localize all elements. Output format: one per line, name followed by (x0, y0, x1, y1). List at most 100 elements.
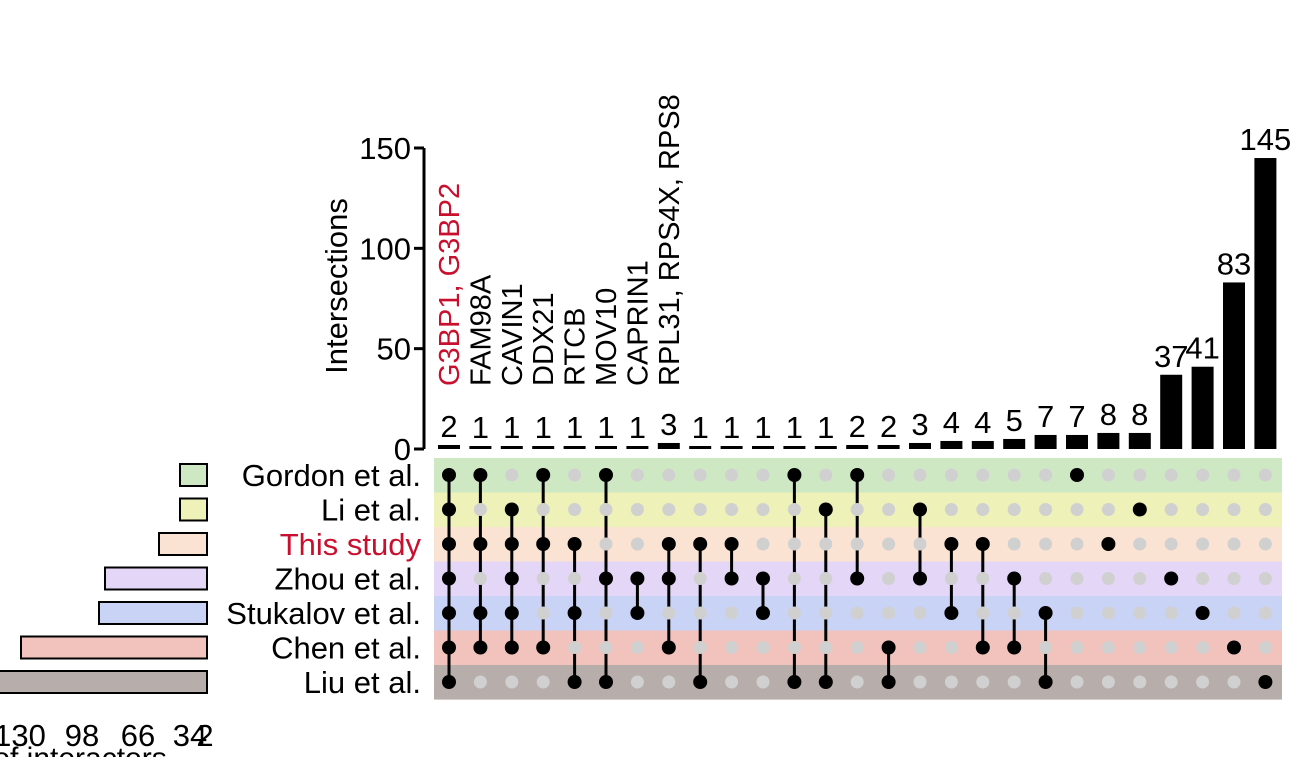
matrix-dot-active (536, 640, 551, 655)
gene-name: CAPRIN1 (622, 260, 654, 386)
matrix-dot-inactive (473, 675, 487, 689)
matrix-dot-active (787, 675, 802, 689)
matrix-dot-inactive (819, 606, 833, 620)
matrix-dot-inactive (1101, 606, 1115, 620)
study-label: Liu et al. (304, 665, 421, 700)
gene-label: G3BP1, G3BP2 (434, 183, 466, 386)
matrix-dot-active (473, 468, 488, 482)
matrix-dot-inactive (913, 641, 927, 654)
bar-value-label: 2 (440, 409, 457, 444)
matrix-dot-inactive (1070, 537, 1084, 551)
matrix-dot-active (473, 640, 488, 655)
matrix-dot-active (756, 571, 770, 586)
matrix-dot-inactive (882, 606, 896, 620)
matrix-dot-active (504, 571, 519, 586)
matrix-dot-active (756, 606, 770, 620)
matrix-dot-inactive (913, 537, 927, 551)
bar-value-label: 2 (880, 409, 897, 444)
bar-value-label: 1 (472, 410, 489, 445)
matrix-dot-inactive (630, 468, 644, 482)
matrix-dot-inactive (1039, 572, 1053, 585)
matrix-dot-inactive (1101, 468, 1115, 482)
bar-value-label: 1 (629, 410, 646, 445)
intersection-bar (689, 446, 712, 449)
matrix-dot-active (504, 606, 519, 620)
matrix-dot-inactive (1101, 675, 1115, 689)
matrix-dot-inactive (882, 537, 896, 551)
matrix-dot-inactive (630, 537, 644, 551)
matrix-dot-inactive (473, 503, 487, 516)
matrix-dot-inactive (536, 572, 550, 585)
matrix-dot-inactive (819, 537, 833, 551)
bar-value-label: 145 (1240, 122, 1292, 157)
matrix-dot-inactive (599, 537, 613, 551)
intersection-bar (1191, 366, 1214, 449)
matrix-dot-inactive (1070, 503, 1084, 516)
intersection-bar (563, 446, 586, 449)
matrix-dot-inactive (1227, 468, 1241, 482)
gene-label: RPL31, RPS4X, RPS8 (654, 94, 686, 386)
matrix-dot-inactive (913, 675, 927, 689)
matrix-dot-active (442, 502, 456, 517)
intersection-bar (1254, 158, 1277, 450)
matrix-dot-inactive (1070, 641, 1084, 654)
matrix-dot-active (1164, 571, 1179, 586)
set-size-bar (158, 532, 208, 556)
set-size-tick-label: 98 (65, 718, 99, 753)
y-axis: Intersections 0 50 100 150 (319, 131, 426, 467)
y-tick-label: 50 (377, 332, 411, 367)
matrix-dot-active (881, 640, 896, 655)
matrix-dot-active (1258, 675, 1273, 689)
matrix-dot-inactive (693, 606, 707, 620)
matrix-dot-active (567, 606, 582, 620)
intersection-bar (500, 446, 523, 449)
intersection-bar (752, 446, 774, 449)
matrix-dot-active (661, 537, 676, 551)
matrix-dot-active (944, 537, 959, 551)
gene-name: RTCB (560, 308, 592, 386)
matrix-dot-inactive (787, 641, 801, 654)
intersection-bar (1160, 374, 1183, 449)
matrix-dot-active (1007, 571, 1022, 586)
set-size-tick-label: 34 (173, 718, 207, 753)
matrix-dot-active (850, 571, 865, 586)
matrix-dot-active (442, 640, 456, 655)
matrix-dot-active (818, 675, 833, 689)
matrix-dot-active (693, 675, 708, 689)
matrix-dot-inactive (976, 572, 990, 585)
matrix-dot-inactive (976, 503, 990, 516)
y-tick-label: 100 (359, 231, 411, 266)
matrix-dot-inactive (1133, 572, 1147, 585)
matrix-dot-inactive (787, 537, 801, 551)
matrix-dot-inactive (1133, 468, 1147, 482)
matrix-dot-inactive (1007, 503, 1021, 516)
matrix-dot-inactive (944, 572, 958, 585)
matrix-dot-active (442, 468, 456, 482)
set-size-axis: of interactors 130 98 66 342 (0, 718, 214, 757)
matrix-dot-inactive (1133, 606, 1147, 620)
bar-value-label: 3 (911, 407, 928, 442)
matrix-dot-inactive (787, 606, 801, 620)
intersection-bar (438, 444, 460, 449)
set-size-bar (20, 635, 208, 660)
matrix-dots (442, 468, 1273, 689)
matrix-dot-inactive (662, 468, 676, 482)
matrix-dot-inactive (1227, 675, 1241, 689)
bar-value-label: 5 (1006, 403, 1023, 438)
matrix-dot-inactive (725, 503, 739, 516)
set-size-bar (0, 670, 208, 694)
gene-name: DDX21 (528, 293, 560, 387)
matrix-dot-inactive (1039, 537, 1053, 551)
intersection-bar (657, 442, 680, 449)
matrix-dot-active (1132, 502, 1147, 517)
matrix-dot-inactive (1164, 641, 1178, 654)
gene-label: MOV10 (591, 288, 623, 386)
matrix-dot-active (693, 537, 708, 551)
matrix-dot-inactive (725, 675, 739, 689)
matrix-dot-active (975, 640, 990, 655)
matrix-dot-inactive (944, 503, 958, 516)
matrix-dot-inactive (756, 468, 770, 482)
set-size-bar (179, 463, 208, 487)
matrix-dot-inactive (1227, 503, 1241, 516)
